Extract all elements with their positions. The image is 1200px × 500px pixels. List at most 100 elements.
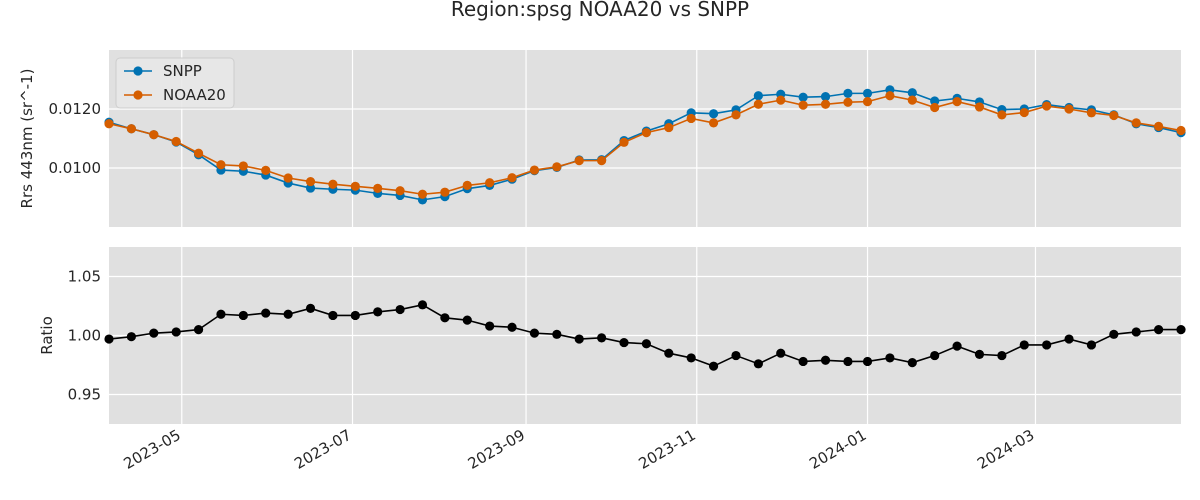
x-tick-label: 2023-05 [120,426,183,473]
y-axis-label: Ratio [38,316,56,355]
data-point-noaa20 [820,99,831,109]
data-point-ratio [641,339,651,349]
data-point-ratio [395,304,405,315]
data-point-noaa20 [952,97,962,107]
data-point-noaa20 [708,118,719,128]
data-point-ratio [305,303,316,313]
data-point-ratio [1154,325,1164,335]
data-point-noaa20 [997,110,1007,120]
data-point-noaa20 [686,113,696,124]
x-tick-label: 2023-07 [291,426,354,473]
data-point-noaa20 [328,179,338,189]
data-point-ratio [485,321,495,331]
data-point-noaa20 [930,102,940,113]
data-point-ratio [997,350,1007,361]
data-point-noaa20 [238,161,248,171]
data-point-ratio [238,310,248,321]
data-point-ratio [907,358,917,368]
data-point-noaa20 [885,91,895,101]
data-point-noaa20 [440,187,450,197]
data-point-ratio [664,348,674,358]
data-point-ratio [952,341,962,351]
x-tick-label: 2023-11 [635,426,698,473]
data-point-ratio [1019,340,1029,350]
data-point-noaa20 [1019,107,1029,118]
data-point-ratio [798,356,808,367]
data-point-noaa20 [1109,110,1119,121]
data-point-ratio [930,350,940,361]
data-point-noaa20 [417,189,428,199]
data-point-ratio [462,315,472,325]
x-tick-label: 2024-01 [806,426,869,473]
data-point-ratio [820,355,831,365]
data-point-snpp [907,88,917,98]
y-tick-label: 1.05 [68,268,101,286]
data-point-noaa20 [597,156,607,166]
data-point-ratio [171,327,181,337]
legend-marker [133,90,143,100]
data-point-snpp [753,91,763,101]
legend-label: NOAA20 [163,86,226,104]
data-point-ratio [126,332,136,342]
data-point-ratio [216,309,226,319]
data-point-ratio [731,350,741,361]
data-point-ratio [753,359,763,369]
data-point-ratio [1176,325,1186,335]
data-point-ratio [193,325,204,335]
chart-title: Region:spsg NOAA20 vs SNPP [451,0,749,21]
data-point-ratio [619,337,629,348]
y-tick-label: 0.95 [68,386,101,404]
data-point-noaa20 [462,180,472,191]
data-point-noaa20 [862,97,873,107]
data-point-noaa20 [1086,108,1097,118]
data-point-ratio [552,329,562,339]
y-tick-label: 0.0100 [49,159,102,177]
data-point-ratio [373,307,383,317]
data-point-ratio [149,328,159,338]
data-point-ratio [597,333,607,343]
data-point-noaa20 [731,110,741,120]
data-point-ratio [1109,329,1119,339]
data-point-ratio [417,300,428,310]
data-point-noaa20 [1131,118,1141,128]
data-point-noaa20 [776,95,786,105]
data-point-ratio [708,361,719,371]
data-point-ratio [507,322,517,332]
data-point-noaa20 [664,122,674,133]
legend-marker [133,66,143,76]
data-point-ratio [574,334,584,344]
data-point-noaa20 [283,173,293,183]
data-point-noaa20 [574,156,584,166]
data-point-noaa20 [485,178,495,188]
data-point-snpp [305,183,316,193]
data-point-ratio [104,334,114,344]
data-point-snpp [708,109,719,119]
data-point-noaa20 [843,97,853,107]
data-point-noaa20 [552,162,562,172]
data-point-snpp [930,96,940,106]
data-point-ratio [328,310,338,321]
plot-area-0 [109,50,1181,227]
data-point-noaa20 [1176,125,1186,136]
data-point-snpp [843,88,853,98]
data-point-noaa20 [907,95,917,105]
data-point-noaa20 [350,181,360,191]
data-point-noaa20 [1064,104,1074,114]
data-point-ratio [1086,340,1097,350]
data-point-ratio [1131,327,1141,337]
data-point-ratio [261,308,271,318]
data-point-snpp [820,92,831,102]
data-point-noaa20 [305,176,316,187]
data-point-ratio [529,328,540,338]
data-point-noaa20 [507,173,517,183]
data-point-noaa20 [529,165,540,175]
data-point-noaa20 [1042,101,1052,111]
data-point-noaa20 [395,186,405,196]
data-point-ratio [686,353,696,363]
data-point-noaa20 [171,136,181,147]
data-point-ratio [1042,340,1052,350]
data-point-ratio [974,349,985,359]
x-tick-label: 2023-09 [465,426,528,473]
